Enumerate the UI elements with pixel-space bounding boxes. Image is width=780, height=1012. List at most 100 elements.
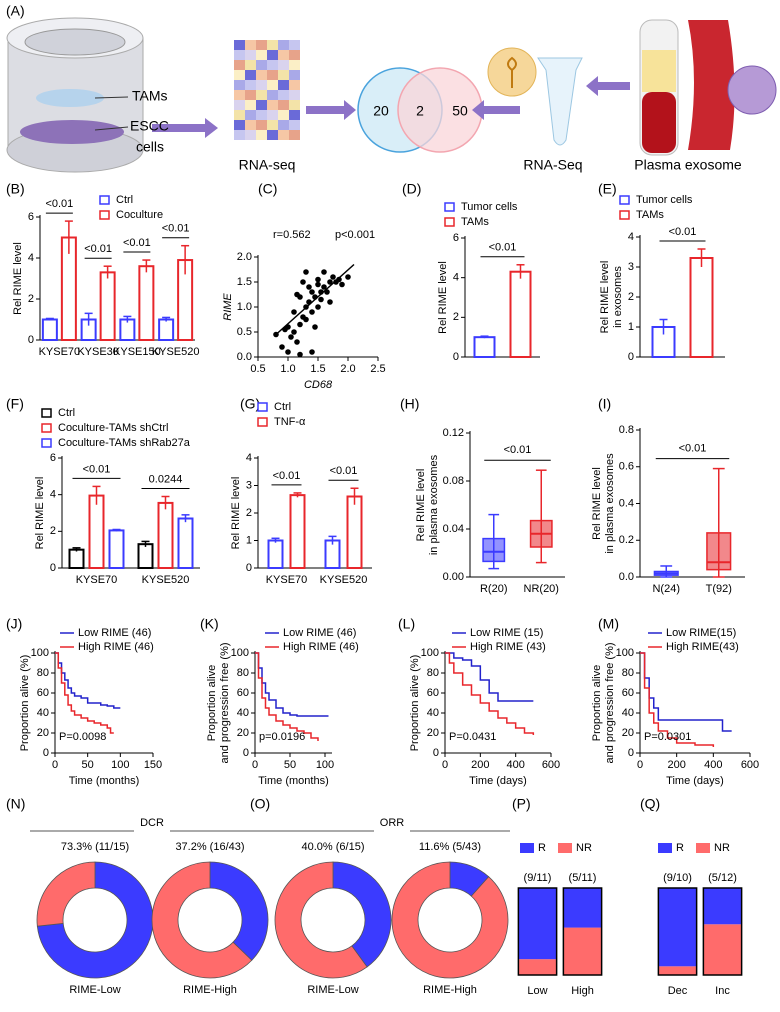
x-tick-label: 0 [52, 759, 58, 771]
x-tick-label: 200 [667, 759, 685, 771]
legend-label: Ctrl [116, 194, 133, 206]
heatmap-cell [234, 130, 245, 140]
heatmap-cell [278, 130, 289, 140]
bar-segment [518, 888, 557, 960]
x-tick-label: KYSE70 [266, 574, 308, 586]
heatmap-cell [234, 40, 245, 50]
count-label: (5/11) [569, 872, 597, 884]
heatmap-cell [289, 110, 300, 120]
legend-swatch [41, 408, 52, 418]
y-tick-label: 0.12 [443, 427, 464, 439]
y-tick-label: 0.0 [619, 571, 634, 583]
y-axis-label: Rel RIME level [230, 477, 242, 550]
y-tick-label: 2.0 [237, 251, 252, 263]
chart-title: DCR [140, 817, 164, 829]
x-tick-label: KYSE520 [320, 574, 368, 586]
chart-title: ORR [380, 817, 405, 829]
p-value: P=0.0431 [449, 731, 496, 743]
y-tick-label: 0 [453, 351, 459, 363]
heatmap-cell [245, 100, 256, 110]
arrow [152, 118, 218, 138]
y-tick-label: 0.5 [237, 326, 252, 338]
bar-outline [657, 887, 698, 976]
heatmap-cell [245, 80, 256, 90]
bar [177, 517, 194, 569]
bar [99, 271, 116, 342]
point [294, 291, 300, 298]
y-tick-label: 4 [50, 489, 56, 501]
legend-swatch [99, 210, 110, 220]
y-axis-label: Rel RIME level [34, 477, 46, 550]
legend-label: NR [576, 842, 592, 854]
bar [68, 548, 85, 570]
pointer [94, 126, 129, 131]
heatmap-cell [256, 60, 267, 70]
donut-slice [391, 861, 509, 979]
heatmap-cell [278, 40, 289, 50]
y-tick-label: 3 [628, 261, 634, 273]
heatmap-cell [234, 90, 245, 100]
point [318, 296, 324, 303]
legend-swatch [41, 423, 52, 433]
p-value: P=0.0301 [644, 731, 691, 743]
bar [267, 539, 284, 569]
x-tick-label: 100 [316, 759, 334, 771]
significance-label: <0.01 [83, 463, 111, 475]
heatmap-cell [267, 70, 278, 80]
legend-swatch [520, 843, 534, 853]
bar-segment [563, 888, 602, 928]
bar [137, 543, 154, 570]
stat-label: r=0.562 [273, 229, 311, 241]
legend-label: Coculture-TAMs shRab27a [58, 437, 191, 449]
survival-curve [255, 652, 329, 717]
legend-swatch [696, 843, 710, 853]
x-tick-label: 150 [144, 759, 162, 771]
x-tick-label: KYSE70 [39, 346, 81, 358]
heatmap-cell [256, 70, 267, 80]
point [285, 349, 291, 355]
tumor [727, 65, 777, 115]
x-tick-label: 2.5 [370, 363, 385, 375]
bar-outline [702, 887, 743, 976]
y-tick-label: 60 [427, 687, 439, 699]
heatmap-cell [278, 60, 289, 70]
survival-curve [640, 652, 715, 747]
legend-label: High RIME (46) [283, 641, 359, 653]
significance-label: <0.01 [679, 442, 707, 454]
donut-slice [274, 861, 368, 979]
y-tick-label: 2 [246, 507, 252, 519]
y-axis-label: and progression free (%) [604, 642, 616, 763]
y-tick-label: 80 [237, 667, 249, 679]
y-tick-label: 0 [246, 562, 252, 574]
x-tick-label: Inc [715, 985, 730, 997]
bar-segment [703, 888, 742, 925]
x-tick-label: 0 [637, 759, 643, 771]
bar-outline [562, 887, 603, 976]
label: Plasma exosome [634, 157, 742, 173]
y-tick-label: 80 [622, 667, 634, 679]
heatmap-cell [289, 100, 300, 110]
legend-label: NR [714, 842, 730, 854]
slice-label: 11.6% (5/43) [419, 841, 481, 853]
legend-swatch [558, 843, 572, 853]
venn-count: 20 [373, 103, 389, 119]
y-tick-label: 2 [28, 293, 34, 305]
y-tick-label: 4 [246, 452, 252, 464]
heatmap-cell [267, 80, 278, 90]
heatmap-cell [278, 50, 289, 60]
tams-cells [36, 89, 104, 107]
legend-label: Ctrl [58, 407, 75, 419]
y-tick-label: 0 [50, 562, 56, 574]
insert [24, 28, 126, 56]
heatmap-cell [256, 40, 267, 50]
heatmap-cell [245, 50, 256, 60]
count-label: (5/12) [708, 872, 737, 884]
survival-curve [255, 652, 319, 741]
label: TAMs [132, 88, 168, 104]
y-tick-label: 0.0 [237, 351, 252, 363]
heatmap-cell [289, 80, 300, 90]
rna-icon [507, 56, 517, 88]
heatmap-cell [234, 120, 245, 130]
heatmap-cell [245, 60, 256, 70]
x-tick-label: 400 [704, 759, 722, 771]
